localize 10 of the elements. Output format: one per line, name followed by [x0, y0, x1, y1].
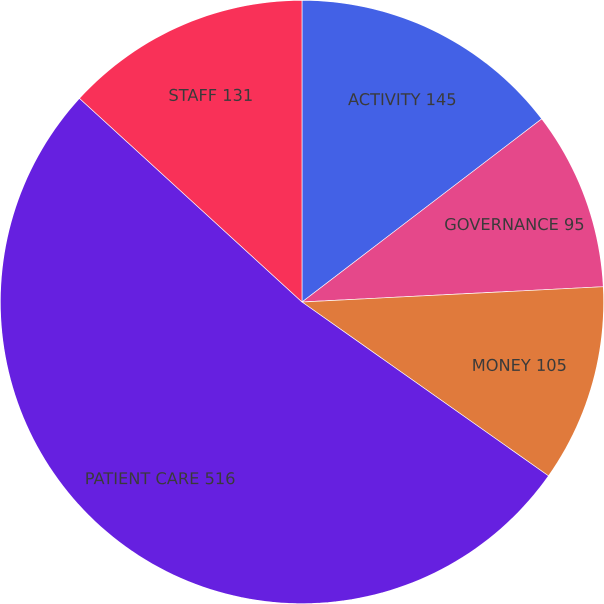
slice-label: ACTIVITY: [348, 93, 421, 106]
data-label: 145: [427, 93, 456, 106]
data-label: 516: [206, 472, 234, 484]
data-label: 95: [564, 218, 584, 230]
slice-label: STAFF: [169, 88, 216, 102]
data-label: 131: [224, 88, 252, 102]
slice-label: MONEY: [473, 358, 531, 372]
data-label: 105: [538, 358, 566, 372]
slice-label: PATIENT CARE: [86, 472, 198, 484]
slice-label: GOVERNANCE: [445, 218, 558, 230]
